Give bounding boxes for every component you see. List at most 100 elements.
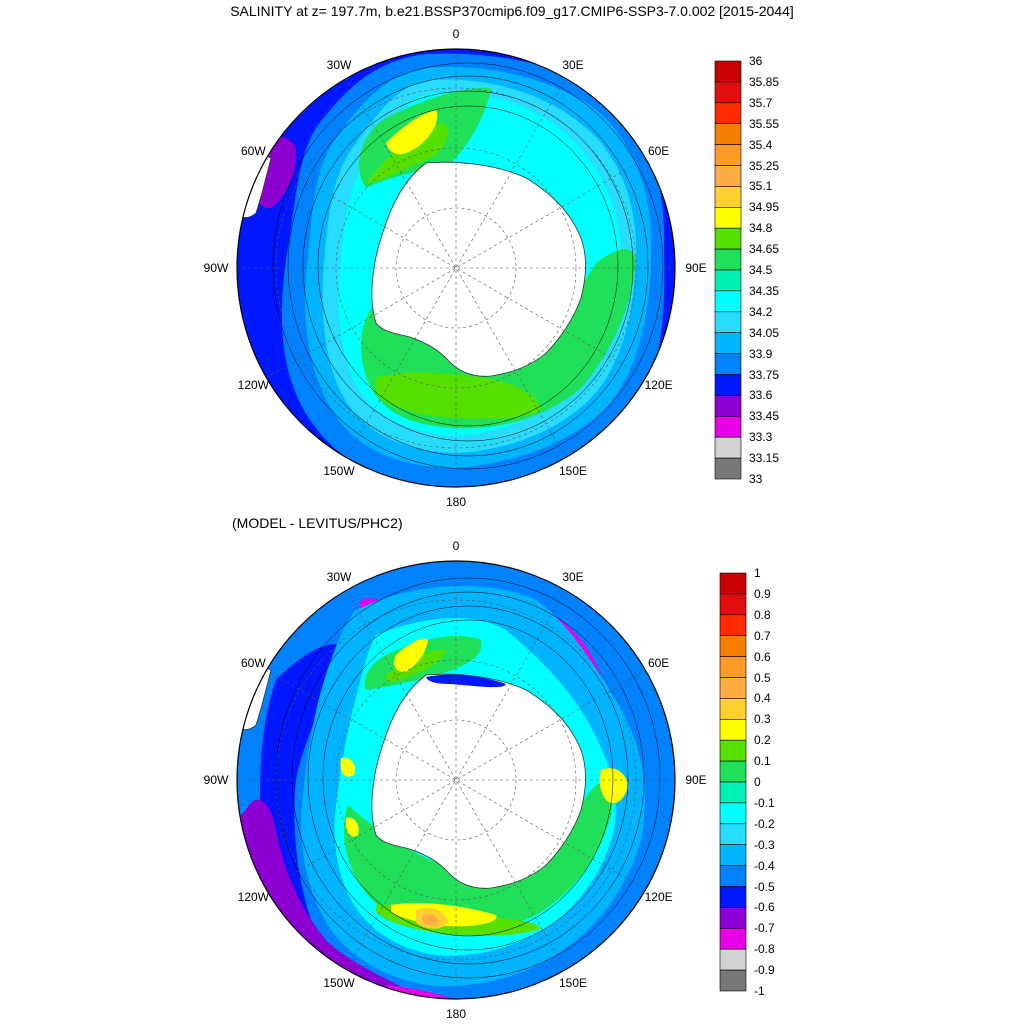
lon-label: 120E xyxy=(644,890,673,904)
colorbar-swatch xyxy=(714,290,742,313)
bottom-colorbar-svg xyxy=(719,572,747,992)
antarctica-landmass xyxy=(371,161,586,377)
colorbar-swatch xyxy=(719,760,747,783)
figure-title: SALINITY at z= 197.7m, b.e21.BSSP370cmip… xyxy=(230,3,794,19)
top-colorbar xyxy=(714,60,742,480)
lon-label: 120W xyxy=(237,378,270,392)
colorbar-tick-label: 33.6 xyxy=(749,388,773,403)
diff-band-neg0.8 xyxy=(358,598,604,999)
colorbar-tick-label: 35.85 xyxy=(749,74,780,89)
colorbar-tick-label: -0.2 xyxy=(754,816,775,831)
lon-label: 60E xyxy=(647,656,670,670)
lon-label: 60E xyxy=(647,144,670,158)
colorbar-tick-label: -0.1 xyxy=(754,795,775,810)
colorbar-swatch xyxy=(714,269,742,292)
antarctica-landmass xyxy=(371,673,586,889)
colorbar-tick-label: 0.6 xyxy=(754,649,771,664)
colorbar-tick-label: 33.3 xyxy=(749,430,773,445)
top-polar-map: 0 30E 60E 90E 120E 150E 180 150W 120W 90W 60W 30W xyxy=(204,27,707,509)
top-map-svg xyxy=(236,48,676,488)
colorbar-swatch xyxy=(714,144,742,166)
colorbar-tick-label: 34.65 xyxy=(749,242,780,257)
colorbar-swatch xyxy=(719,844,747,866)
colorbar-tick-label: 34.5 xyxy=(749,263,773,277)
lon-label: 0 xyxy=(452,539,460,553)
colorbar-swatch xyxy=(719,656,747,678)
colorbar-swatch xyxy=(719,907,747,929)
top-colorbar-svg xyxy=(714,60,742,480)
colorbar-swatch xyxy=(714,60,742,83)
lon-label: 90W xyxy=(203,261,229,275)
lon-label: 30E xyxy=(562,570,584,585)
colorbar-tick-label: 36 xyxy=(749,54,763,68)
colorbar-swatch xyxy=(719,802,747,825)
contour-lines xyxy=(275,577,661,979)
colorbar-tick-label: 1 xyxy=(754,566,761,580)
colorbar-tick-label: -1 xyxy=(754,984,765,998)
lon-label: 150W xyxy=(323,975,355,990)
colorbar-tick-label: -0.4 xyxy=(754,858,775,873)
colorbar-swatch xyxy=(719,823,747,846)
lon-label: 0 xyxy=(452,27,460,41)
lon-label: 60W xyxy=(241,144,266,158)
colorbar-swatch xyxy=(719,677,747,699)
lon-label: 180 xyxy=(445,1007,467,1021)
lon-label: 90E xyxy=(685,261,707,275)
colorbar-tick-label: -0.3 xyxy=(754,837,775,852)
colorbar-swatch xyxy=(714,165,742,187)
colorbar-tick-label: 0 xyxy=(754,775,761,789)
colorbar-tick-label: 35.4 xyxy=(749,137,773,152)
colorbar-tick-label: -0.5 xyxy=(754,879,775,894)
colorbar-tick-label: 33.15 xyxy=(749,451,780,466)
colorbar-swatch xyxy=(719,927,747,950)
colorbar-tick-label: 35.55 xyxy=(749,116,780,131)
colorbar-swatch xyxy=(714,457,742,480)
colorbar-swatch xyxy=(719,698,747,720)
colorbar-tick-label: 34.05 xyxy=(749,325,780,340)
colorbar-tick-label: 33.75 xyxy=(749,367,780,382)
colorbar-tick-label: -0.6 xyxy=(754,900,775,915)
bottom-colorbar xyxy=(719,572,747,992)
contour-lines xyxy=(272,62,664,470)
colorbar-swatch xyxy=(714,207,742,229)
colorbar-swatch xyxy=(714,81,742,104)
lon-label: 150E xyxy=(558,975,588,990)
bottom-map-svg xyxy=(236,560,676,1000)
lon-label: 30E xyxy=(562,58,584,73)
colorbar-swatch xyxy=(714,123,742,145)
colorbar-tick-label: 0.9 xyxy=(754,586,771,601)
colorbar-tick-label: -0.8 xyxy=(754,942,775,957)
coast-shelf-dark xyxy=(426,674,506,688)
lon-label: 150W xyxy=(323,463,355,478)
colorbar-swatch xyxy=(719,865,747,887)
colorbar-swatch xyxy=(719,739,747,762)
colorbar-swatch xyxy=(719,781,747,804)
colorbar-tick-label: -0.9 xyxy=(754,963,775,978)
colorbar-tick-label: 35.25 xyxy=(749,158,780,173)
colorbar-swatch xyxy=(714,311,742,334)
colorbar-tick-label: 0.8 xyxy=(754,607,771,622)
colorbar-swatch xyxy=(714,186,742,208)
graticule xyxy=(237,49,675,487)
colorbar-tick-label: 0.7 xyxy=(754,628,771,643)
graticule xyxy=(237,561,675,999)
diff-band-0.5 xyxy=(422,914,438,926)
bottom-subtitle: (MODEL - LEVITUS/PHC2) xyxy=(232,515,403,531)
colorbar-swatch xyxy=(714,102,742,124)
salinity-band-34.8 xyxy=(366,123,541,419)
bottom-polar-map: 0 30E 60E 90E 120E 150E 180 150W 120W 90W 60W 30W xyxy=(204,539,707,1021)
colorbar-tick-label: 0.4 xyxy=(754,691,771,706)
colorbar-swatch xyxy=(714,332,742,354)
lon-label: 120W xyxy=(237,890,270,904)
lon-label: 180 xyxy=(445,495,467,509)
colorbar-tick-label: 0.1 xyxy=(754,754,771,769)
colorbar-swatch xyxy=(714,227,742,250)
colorbar-tick-label: 35.7 xyxy=(749,95,773,110)
colorbar-swatch xyxy=(714,248,742,271)
lon-label: 30W xyxy=(326,58,352,73)
colorbar-tick-label: -0.7 xyxy=(754,921,775,936)
colorbar-tick-label: 33 xyxy=(749,472,763,486)
colorbar-swatch xyxy=(714,374,742,396)
colorbar-tick-label: 34.35 xyxy=(749,283,780,298)
map-boundary xyxy=(236,560,676,1000)
